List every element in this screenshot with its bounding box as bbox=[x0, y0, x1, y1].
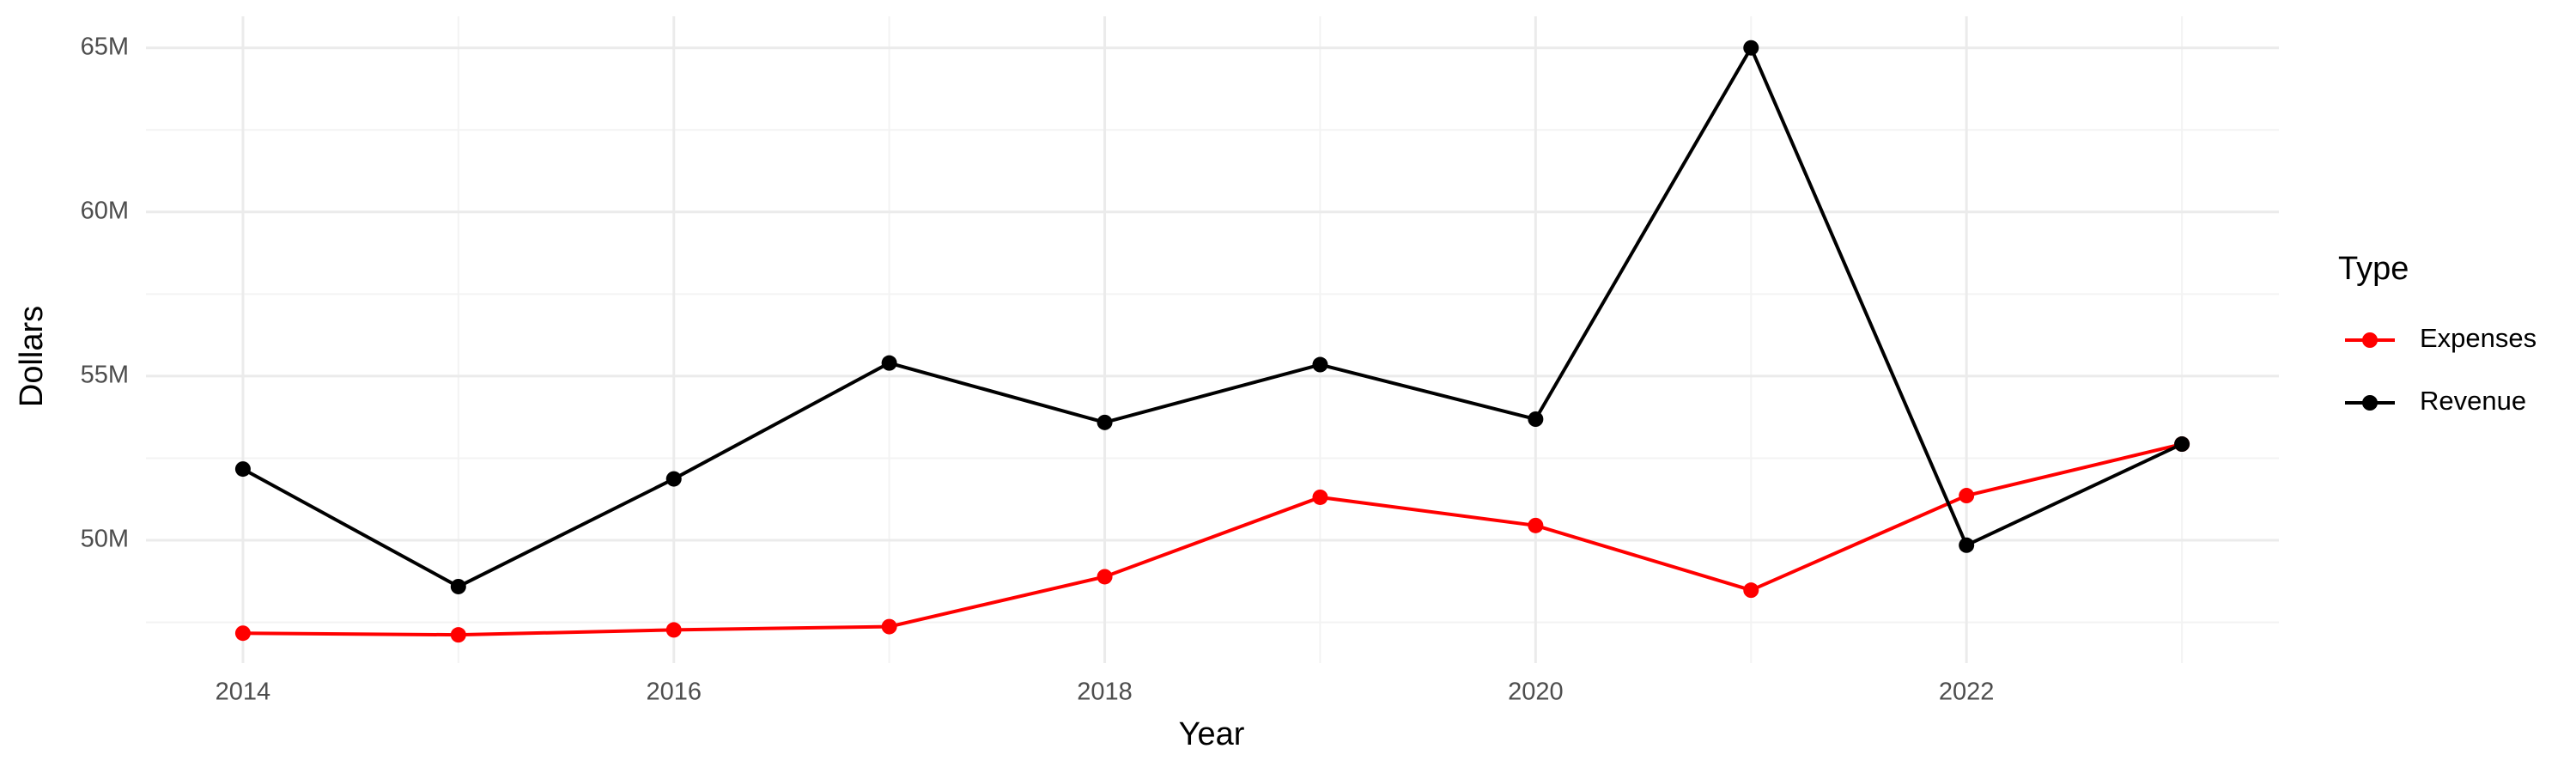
data-point bbox=[665, 471, 682, 487]
data-point bbox=[1097, 569, 1113, 585]
data-point bbox=[665, 622, 682, 638]
data-point bbox=[1528, 411, 1544, 428]
y-tick-label: 60M bbox=[81, 197, 129, 224]
data-point bbox=[1743, 40, 1759, 56]
data-point bbox=[1743, 582, 1759, 599]
data-point bbox=[881, 618, 897, 635]
y-tick-label: 50M bbox=[81, 526, 129, 553]
data-point bbox=[1959, 537, 1975, 553]
x-axis-title: Year bbox=[1179, 716, 1245, 752]
x-tick-label: 2014 bbox=[216, 679, 271, 706]
data-point bbox=[450, 627, 466, 643]
x-tick-label: 2022 bbox=[1939, 679, 1995, 706]
data-point bbox=[1959, 488, 1975, 504]
y-tick-label: 55M bbox=[81, 362, 129, 389]
series-line bbox=[241, 44, 2183, 589]
data-point bbox=[1097, 414, 1113, 430]
legend-label: Expenses bbox=[2420, 323, 2537, 353]
x-tick-label: 2016 bbox=[646, 679, 702, 706]
data-point bbox=[1312, 356, 1328, 373]
data-point bbox=[2174, 436, 2190, 453]
data-point bbox=[450, 578, 466, 594]
x-tick-label: 2018 bbox=[1077, 679, 1133, 706]
data-point bbox=[1312, 489, 1328, 505]
legend-point bbox=[2362, 332, 2378, 348]
series-line bbox=[242, 442, 2183, 637]
data-point bbox=[881, 355, 897, 371]
legend-title: Type bbox=[2338, 251, 2409, 287]
x-tick-label: 2020 bbox=[1508, 679, 1564, 706]
data-point bbox=[234, 461, 251, 478]
y-tick-label: 65M bbox=[81, 33, 129, 60]
legend-label: Revenue bbox=[2420, 386, 2526, 416]
y-axis-title: Dollars bbox=[14, 306, 50, 407]
data-point bbox=[234, 625, 251, 642]
legend-point bbox=[2362, 395, 2378, 411]
data-point bbox=[1528, 517, 1544, 533]
